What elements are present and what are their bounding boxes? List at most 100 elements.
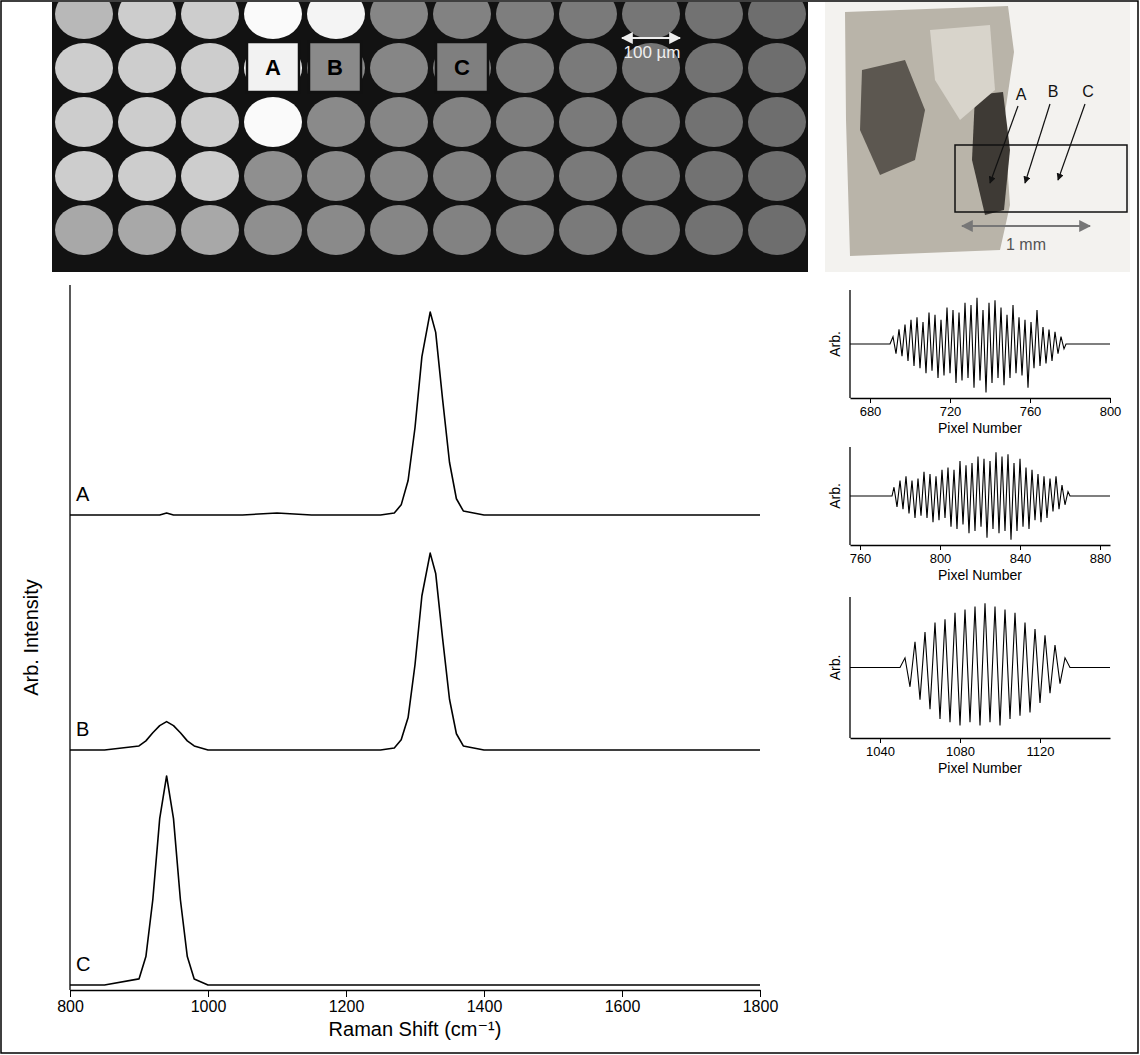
fibre-core <box>748 2 806 39</box>
x-tick-mark <box>1100 545 1101 550</box>
fibre-core <box>370 97 428 147</box>
scale-bar <box>962 225 1090 227</box>
x-tick: 760 <box>1020 398 1042 419</box>
fibre-core <box>307 205 365 255</box>
x-tick: 1400 <box>467 990 503 1015</box>
fibre-core <box>559 205 617 255</box>
sample-highlight <box>930 25 995 120</box>
plot-area <box>70 312 760 985</box>
fibre-core <box>433 2 491 39</box>
x-tick-label: 840 <box>1010 551 1032 566</box>
fibre-core <box>55 97 113 147</box>
fibre-core <box>370 43 428 93</box>
fibre-core <box>55 43 113 93</box>
fibre-core <box>748 205 806 255</box>
x-axis-line <box>71 990 761 991</box>
fibre-core <box>118 205 176 255</box>
x-tick-mark <box>760 990 761 997</box>
fibre-core <box>118 97 176 147</box>
x-tick: 1040 <box>866 738 895 759</box>
x-axis: 760 800 840 880 <box>850 545 1112 566</box>
fibre-core <box>685 151 743 201</box>
fibre-core <box>685 2 743 39</box>
x-tick-mark <box>1110 398 1111 403</box>
y-axis-line <box>849 597 850 738</box>
x-tick-mark <box>1020 545 1021 550</box>
fibre-core <box>55 2 113 39</box>
sample <box>845 6 1014 256</box>
x-tick-mark <box>70 990 71 997</box>
fibre-core <box>244 97 302 147</box>
figure-border <box>1 1 1138 1053</box>
fibre-core <box>622 43 680 93</box>
x-tick: 1120 <box>1027 738 1055 759</box>
x-tick-mark <box>960 738 961 743</box>
fibre-core <box>370 151 428 201</box>
y-axis-title: Arb. <box>827 331 843 357</box>
photo-background <box>825 2 1130 272</box>
x-tick: 680 <box>860 398 882 419</box>
series-label: A <box>76 483 90 505</box>
y-axis-title: Arb. <box>827 483 843 509</box>
fibre-core <box>748 97 806 147</box>
x-tick: 840 <box>1010 545 1032 566</box>
x-tick-label: 1400 <box>467 998 503 1015</box>
fibre-core <box>685 205 743 255</box>
series-label: B <box>76 718 89 740</box>
x-tick-label: 880 <box>1090 551 1112 566</box>
x-tick-label: 760 <box>850 551 872 566</box>
x-tick-label: 800 <box>1100 404 1122 419</box>
fibre-core <box>559 2 617 39</box>
x-tick-mark <box>940 545 941 550</box>
fibre-core <box>433 205 491 255</box>
x-axis-title: Pixel Number <box>938 760 1022 776</box>
fibre-core <box>748 151 806 201</box>
scale-bar-label: 100 µm <box>623 43 680 62</box>
fibre-core <box>181 2 239 39</box>
photo: ABC1 mm <box>825 2 1130 272</box>
micrograph: ABC100 µm <box>0 0 869 272</box>
x-tick-mark <box>484 990 485 997</box>
region-label: A <box>1016 86 1027 103</box>
region-label: A <box>265 55 281 80</box>
x-tick: 880 <box>1090 545 1112 566</box>
fibre-core <box>307 2 365 39</box>
region-box <box>955 145 1127 212</box>
fibre-core <box>307 97 365 147</box>
fibre-core <box>55 205 113 255</box>
spectrum-line <box>70 553 760 750</box>
y-axis-title: Arb. Intensity <box>20 579 42 696</box>
fibre-core <box>559 151 617 201</box>
fibre-core <box>307 43 365 93</box>
fibre-core <box>496 2 554 39</box>
x-tick-label: 1600 <box>605 998 641 1015</box>
interferogram-line <box>850 603 1110 725</box>
fibre-core <box>496 43 554 93</box>
x-tick-label: 1000 <box>191 998 227 1015</box>
x-tick-label: 800 <box>930 551 952 566</box>
spectrum-line <box>70 776 760 985</box>
fibre-core <box>433 97 491 147</box>
x-tick: 1000 <box>191 990 227 1015</box>
x-axis: 104010801120 <box>851 738 1111 759</box>
interferogram-chart: 680720760800Pixel NumberArb. <box>827 290 1121 436</box>
x-tick: 1600 <box>605 990 641 1015</box>
micrograph-image <box>52 2 808 272</box>
x-tick-label: 1120 <box>1027 744 1055 759</box>
label-box <box>309 42 361 92</box>
label-box <box>247 42 299 92</box>
fibre-core <box>181 151 239 201</box>
fibre-core <box>244 43 302 93</box>
plot-area <box>850 298 1110 393</box>
x-tick: 800 <box>930 545 952 566</box>
x-axis-title: Pixel Number <box>938 420 1022 436</box>
x-tick-mark <box>950 398 951 403</box>
x-tick-mark <box>880 738 881 743</box>
x-tick-mark <box>1040 738 1041 743</box>
pointer-arrow <box>1025 104 1050 183</box>
x-tick-label: 680 <box>860 404 882 419</box>
x-axis: 80010001200140016001800 <box>57 990 778 1015</box>
fibre-core <box>433 43 491 93</box>
fibre-core <box>181 43 239 93</box>
interferogram-chart: 104010801120Pixel NumberArb. <box>827 597 1111 776</box>
